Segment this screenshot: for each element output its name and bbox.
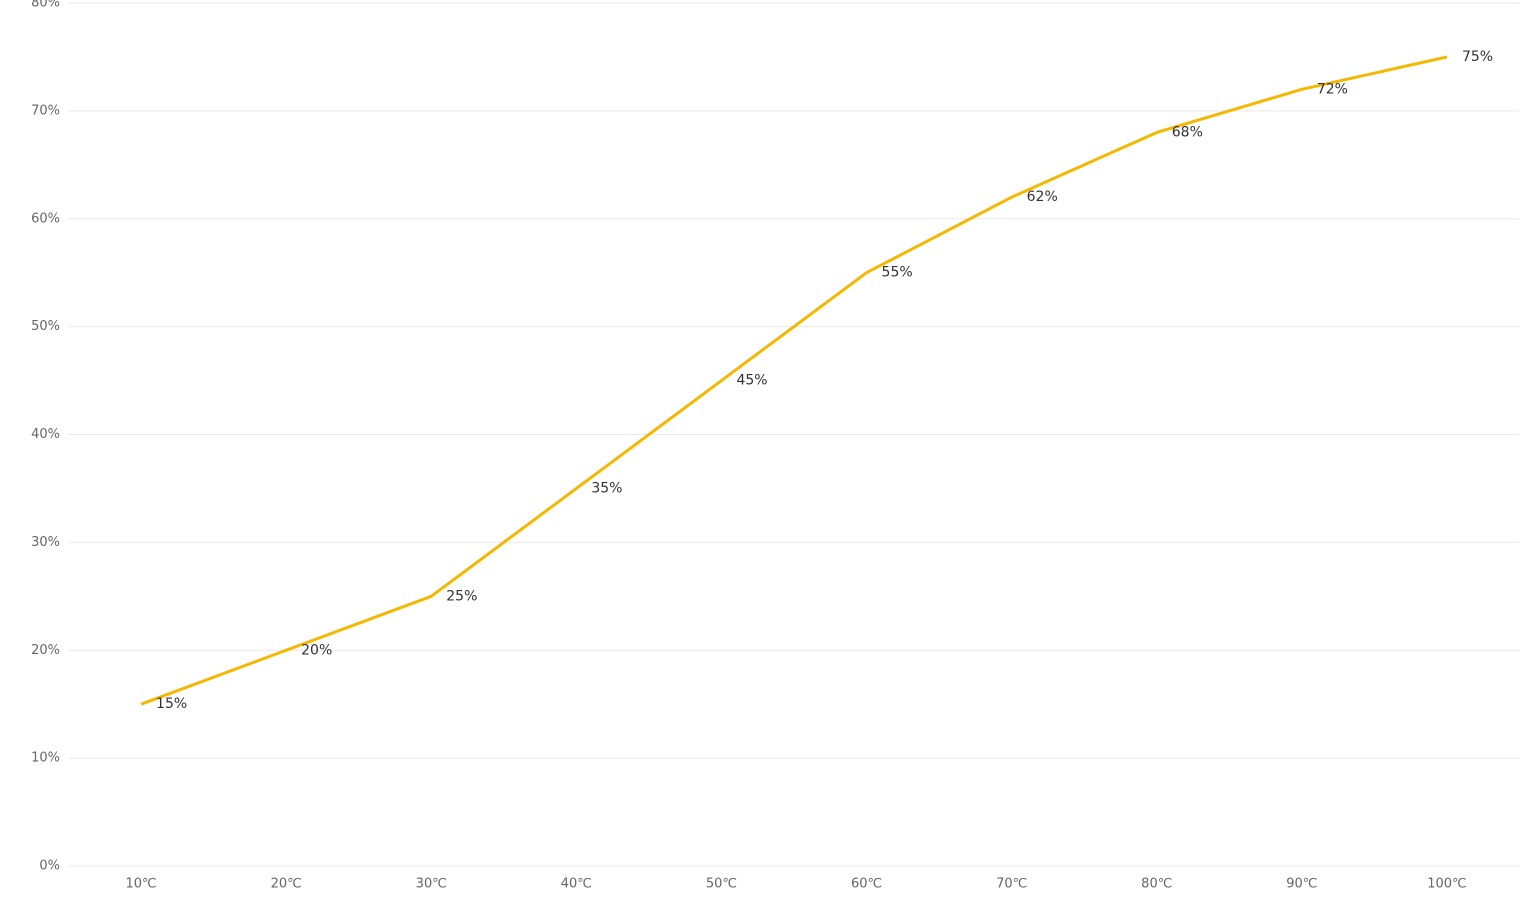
x-tick-label: 60℃ (851, 877, 882, 892)
y-tick-label: 50% (31, 319, 60, 334)
x-tick-label: 100℃ (1427, 877, 1466, 892)
y-tick-label: 0% (39, 859, 60, 874)
value-label: 45% (736, 373, 767, 389)
value-label: 62% (1027, 189, 1058, 205)
y-tick-label: 40% (31, 427, 60, 442)
value-label: 72% (1317, 81, 1348, 97)
y-tick-label: 10% (31, 751, 60, 766)
value-label: 55% (882, 265, 913, 281)
value-label: 35% (591, 480, 622, 496)
y-tick-label: 70% (31, 103, 60, 118)
x-tick-label: 80℃ (1141, 877, 1172, 892)
y-tick-label: 80% (31, 0, 60, 11)
x-tick-label: 20℃ (271, 877, 302, 892)
x-tick-label: 30℃ (416, 877, 447, 892)
value-label: 25% (446, 588, 477, 604)
y-tick-label: 60% (31, 211, 60, 226)
line (140, 55, 1448, 706)
x-tick-label: 40℃ (561, 877, 592, 892)
x-tick-label: 70℃ (996, 877, 1027, 892)
value-label: 68% (1172, 124, 1203, 140)
value-label: 20% (301, 642, 332, 658)
y-tick-label: 30% (31, 535, 60, 550)
value-label: 15% (156, 696, 187, 712)
y-tick-label: 20% (31, 643, 60, 658)
value-label: 75% (1462, 49, 1493, 65)
x-tick-label: 50℃ (706, 877, 737, 892)
x-tick-label: 90℃ (1286, 877, 1317, 892)
x-tick-label: 10℃ (125, 877, 156, 892)
